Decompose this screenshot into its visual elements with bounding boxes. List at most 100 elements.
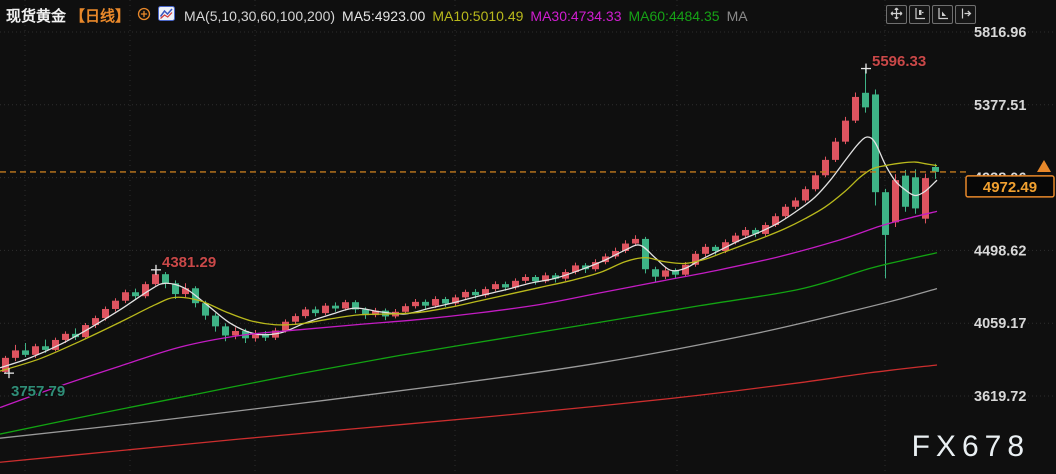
candle-body [62,333,69,340]
candle-body [132,292,139,297]
pan-tool-button[interactable] [886,5,907,24]
ma-line-ma30 [0,210,938,409]
candle-body [682,264,689,275]
candle-body [822,159,829,176]
candle-body [552,275,559,279]
candle-body [922,178,929,219]
axis-label: 4059.17 [974,316,1026,332]
candle-body [742,229,749,236]
candle-body [422,301,429,306]
candle-body [632,238,639,244]
ma100-value-truncated: MA [726,7,748,24]
candle-body [522,277,529,281]
candle-body [912,177,919,209]
candle-body [352,302,359,310]
pan-crosshair-icon [890,7,903,23]
candle-body [312,309,319,314]
candle-body [302,309,309,317]
candle-body [402,306,409,312]
candle-body [362,309,369,316]
candles [2,68,939,374]
candle-body [232,331,239,336]
axis-label: 5377.51 [974,98,1026,114]
ma-line-ma10 [0,161,938,372]
candle-body [472,291,479,296]
candle-body [702,246,709,254]
candle-body [292,316,299,322]
candle-body [782,206,789,217]
jump-to-latest-button[interactable] [955,5,976,24]
candle-body [852,96,859,121]
candle-body [442,299,449,304]
ma60-value: MA60:4484.35 [628,7,720,24]
price-annotation: 4381.29 [151,253,217,275]
chart-toolbar [886,5,976,24]
period-label: 【日线】 [70,8,131,25]
candle-body [652,269,659,277]
candle-body [582,265,589,270]
add-indicator-button[interactable] [137,7,151,24]
candle-body [372,310,379,316]
candle-body [612,250,619,257]
candle-body [142,284,149,297]
candle-body [932,167,939,172]
axis-label: 4498.62 [974,243,1026,259]
candle-body [452,297,459,304]
candle-body [212,315,219,327]
candle-body [172,283,179,295]
candle-body [412,301,419,307]
candle-body [282,321,289,331]
candle-body [692,253,699,265]
up-triangle-icon [1037,160,1051,172]
ma-line-ma200 [0,364,938,463]
ma-settings-label: MA(5,10,30,60,100,200) [184,7,336,24]
axis-label: 5816.96 [974,25,1026,41]
price-scale-button[interactable] [909,5,930,24]
last-price-tag: 4972.49 [965,160,1055,198]
candle-body [512,280,519,288]
candle-body [902,175,909,207]
jump-to-latest-icon [959,7,972,23]
ma5-value: MA5:4923.00 [342,7,426,24]
candle-body [592,262,599,270]
ma10-value: MA10:5010.49 [432,7,524,24]
fx678-watermark: FX678 [911,430,1030,463]
candle-body [862,92,869,108]
candle-body [332,305,339,309]
svg-text:4972.49: 4972.49 [983,179,1037,196]
candle-body [162,274,169,284]
svg-text:4381.29: 4381.29 [162,254,216,271]
candle-body [152,274,159,285]
candle-body [622,243,629,251]
candle-body [72,333,79,338]
time-scale-button[interactable] [932,5,953,24]
ma-line-ma100 [0,287,938,439]
candle-body [752,229,759,234]
candle-body [122,292,129,301]
symbol-label: 现货黄金 [6,8,67,25]
axis-label: 3619.72 [974,389,1026,405]
price-annotation: 3757.79 [4,368,66,401]
candle-body [882,192,889,235]
candle-body [812,175,819,190]
candle-body [482,289,489,296]
candle-body [572,265,579,273]
candle-body [892,180,899,223]
candle-body [462,291,469,298]
circle-plus-icon [137,7,151,24]
candle-body [792,200,799,207]
ma-line-ma60 [0,252,938,435]
candle-body [802,189,809,201]
candle-body [52,339,59,350]
candle-body [222,326,229,336]
candle-body [202,303,209,316]
candle-body [112,300,119,309]
price-annotation: 5596.33 [861,52,927,74]
candle-body [672,270,679,275]
price-axis[interactable]: 5816.965377.514938.064498.624059.173619.… [974,25,1026,405]
candle-body [712,246,719,251]
candle-body [492,284,499,290]
candle-body [662,270,669,277]
